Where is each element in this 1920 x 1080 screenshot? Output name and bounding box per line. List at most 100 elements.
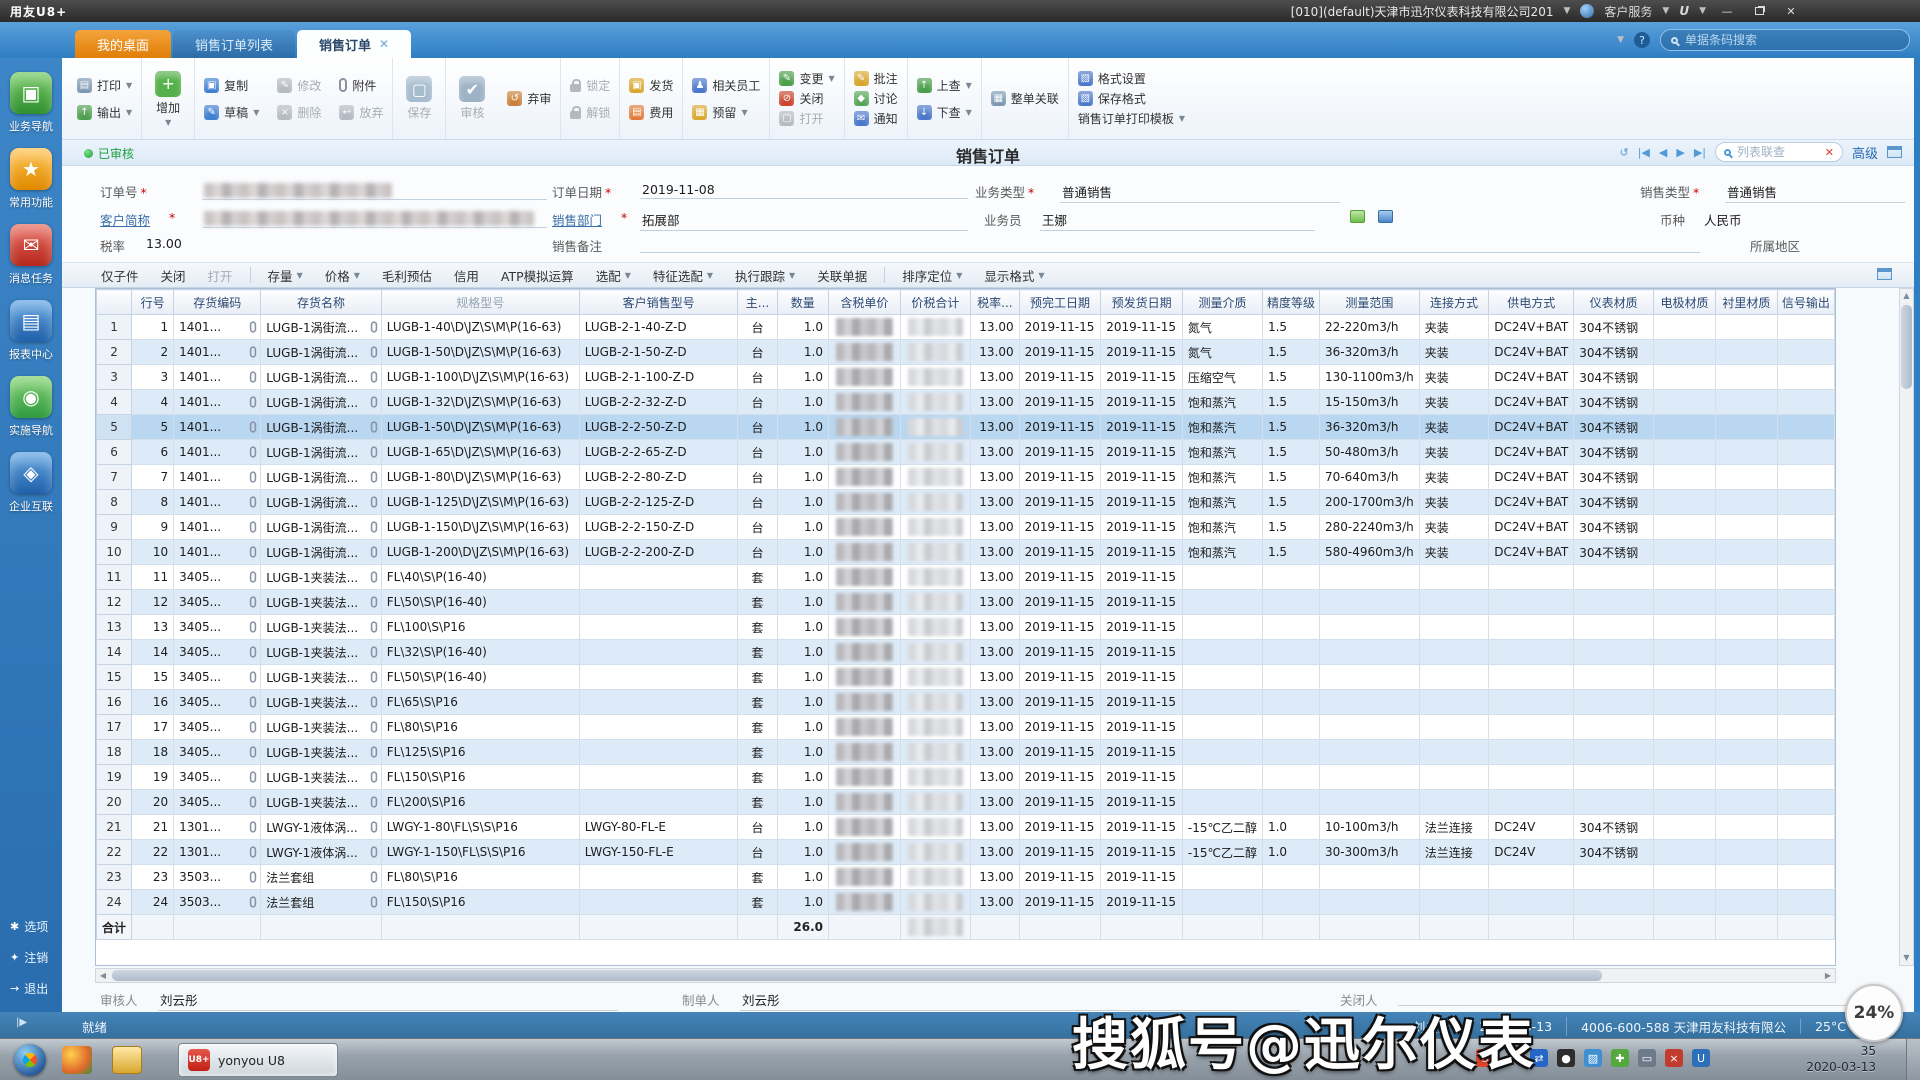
cell-fin[interactable]: 2019-11-15	[1018, 314, 1102, 340]
order-relation-button[interactable]: ▦ 整单关联	[990, 90, 1059, 107]
cell-unit[interactable]: 套	[737, 739, 778, 765]
cell-unit[interactable]: 台	[737, 439, 778, 465]
row-header-cell[interactable]: 14	[96, 639, 133, 665]
cell-medium[interactable]	[1181, 889, 1263, 915]
cell-power[interactable]	[1488, 639, 1575, 665]
cell-ship[interactable]: 2019-11-15	[1100, 389, 1183, 415]
cell-acc[interactable]: 1.5	[1261, 514, 1321, 540]
close-doc-button[interactable]: ⊘ 关闭	[779, 90, 834, 107]
cell-signal[interactable]	[1776, 764, 1835, 790]
cell-tax[interactable]: 13.00	[970, 689, 1020, 715]
table-row[interactable]: 22 22 1301... LWGY-1液体涡... LWGY-1-150\FL\S\S…	[96, 839, 1835, 865]
taskbar-clock[interactable]: 35 2020-03-13	[1806, 1043, 1876, 1075]
copy-button[interactable]: ▣ 复制	[204, 77, 259, 94]
cell-range[interactable]: 280-2240m3/h	[1319, 514, 1420, 540]
show-desktop-button[interactable]	[1906, 1039, 1920, 1080]
scroll-up-icon[interactable]: ▲	[1903, 291, 1910, 300]
cell-signal[interactable]	[1776, 439, 1835, 465]
cell-medium[interactable]	[1181, 564, 1263, 590]
row-header-cell[interactable]: 2	[96, 339, 133, 365]
cell-lining[interactable]	[1714, 514, 1778, 540]
row-header-cell[interactable]: 5	[96, 414, 133, 440]
cell-name[interactable]: LUGB-1涡街流...	[260, 439, 382, 465]
cell-name[interactable]: LUGB-1涡街流...	[260, 414, 382, 440]
cell-power[interactable]	[1488, 589, 1575, 615]
table-row[interactable]: 15 15 3405... LUGB-1夹装法... FL\50\S\P(16-40) 套…	[96, 664, 1835, 690]
cell-conn[interactable]	[1418, 764, 1490, 790]
cell-qty[interactable]: 1.0	[776, 789, 829, 815]
cell-elec[interactable]	[1653, 639, 1716, 665]
customer-service-link[interactable]: 客户服务	[1604, 4, 1653, 19]
cell-tax[interactable]: 13.00	[970, 664, 1020, 690]
cell-qty[interactable]: 1.0	[776, 664, 829, 690]
cell-fin[interactable]: 2019-11-15	[1018, 414, 1102, 440]
cell-n[interactable]: 5	[131, 414, 175, 440]
cell-qty[interactable]: 1.0	[776, 439, 829, 465]
table-row[interactable]: 14 14 3405... LUGB-1夹装法... FL\32\S\P(16-40) 套…	[96, 639, 1835, 665]
cell-cust[interactable]	[578, 789, 739, 815]
cell-cust[interactable]: LWGY-150-FL-E	[578, 839, 739, 865]
cell-range[interactable]: 15-150m3/h	[1319, 389, 1420, 415]
column-header-price[interactable]: 含税单价	[827, 289, 901, 315]
cell-tax[interactable]: 13.00	[970, 814, 1020, 840]
cell-qty[interactable]: 1.0	[776, 314, 829, 340]
u8-tray-icon[interactable]: U	[1692, 1049, 1710, 1067]
cell-range[interactable]: 36-320m3/h	[1319, 339, 1420, 365]
cell-unit[interactable]: 台	[737, 314, 778, 340]
cell-elec[interactable]	[1653, 589, 1716, 615]
cell-price[interactable]	[827, 839, 901, 865]
cell-elec[interactable]	[1653, 539, 1716, 565]
next-record-icon[interactable]: ▶	[1676, 145, 1685, 159]
cell-tax[interactable]: 13.00	[970, 864, 1020, 890]
row-header-cell[interactable]: 20	[96, 789, 133, 815]
cell-signal[interactable]	[1776, 714, 1835, 740]
cell-tax[interactable]: 13.00	[970, 539, 1020, 565]
cell-range[interactable]: 130-1100m3/h	[1319, 364, 1420, 390]
cell-elec[interactable]	[1653, 389, 1716, 415]
cell-elec[interactable]	[1653, 714, 1716, 740]
row-header-cell[interactable]: 7	[96, 464, 133, 490]
cell-fin[interactable]: 2019-11-15	[1018, 789, 1102, 815]
cell-name[interactable]: LUGB-1夹装法...	[260, 614, 382, 640]
cell-cust[interactable]: LWGY-80-FL-E	[578, 814, 739, 840]
prev-record-icon[interactable]: ◀	[1658, 145, 1668, 159]
cell-lining[interactable]	[1714, 839, 1778, 865]
column-header-ship[interactable]: 预发货日期	[1100, 289, 1183, 315]
cell-acc[interactable]	[1261, 714, 1321, 740]
cell-spec[interactable]: LUGB-1-80\D\JZ\S\M\P(16-63)	[380, 464, 580, 490]
cell-mat[interactable]	[1573, 789, 1655, 815]
cell-acc[interactable]: 1.5	[1261, 489, 1321, 515]
cell-range[interactable]	[1319, 864, 1420, 890]
cell-n[interactable]: 2	[131, 339, 175, 365]
cell-ship[interactable]: 2019-11-15	[1100, 364, 1183, 390]
cell-spec[interactable]: FL\80\S\P16	[380, 864, 580, 890]
cell-elec[interactable]	[1653, 789, 1716, 815]
cell-fin[interactable]: 2019-11-15	[1018, 514, 1102, 540]
cell-code[interactable]: 3405...	[173, 789, 262, 815]
cell-price[interactable]	[827, 664, 901, 690]
option-config-button[interactable]: 选配 ▼	[585, 266, 642, 285]
cell-cust[interactable]: LUGB-2-1-50-Z-D	[578, 339, 739, 365]
table-row[interactable]: 23 23 3503... 法兰套组 FL\80\S\P16 套 1.0 13.00 2019-…	[96, 864, 1835, 890]
cell-mat[interactable]	[1573, 739, 1655, 765]
cell-signal[interactable]	[1776, 639, 1835, 665]
cell-price[interactable]	[827, 814, 901, 840]
table-row[interactable]: 12 12 3405... LUGB-1夹装法... FL\50\S\P(16-40) 套…	[96, 589, 1835, 615]
cell-range[interactable]	[1319, 714, 1420, 740]
dept-label[interactable]: 销售部门	[552, 213, 603, 228]
atp-simulation-button[interactable]: ATP模拟运算	[490, 266, 585, 285]
table-row[interactable]: 10 10 1401... LUGB-1涡街流... LUGB-1-200\D\JZ\S…	[96, 539, 1835, 565]
cell-tax[interactable]: 13.00	[970, 389, 1020, 415]
start-button[interactable]	[14, 1044, 46, 1076]
cell-lining[interactable]	[1714, 414, 1778, 440]
row-header-cell[interactable]: 11	[96, 564, 133, 590]
tray-expand-icon[interactable]: ▴	[1509, 1051, 1515, 1065]
cell-conn[interactable]: 法兰连接	[1418, 814, 1490, 840]
cell-ship[interactable]: 2019-11-15	[1100, 839, 1183, 865]
cell-lining[interactable]	[1714, 589, 1778, 615]
cell-spec[interactable]: FL\50\S\P(16-40)	[380, 664, 580, 690]
related-documents-button[interactable]: 关联单据	[806, 266, 878, 285]
close-button[interactable]: ✕	[1786, 4, 1796, 18]
ship-button[interactable]: ▣ 发货	[629, 77, 673, 94]
cell-fin[interactable]: 2019-11-15	[1018, 364, 1102, 390]
